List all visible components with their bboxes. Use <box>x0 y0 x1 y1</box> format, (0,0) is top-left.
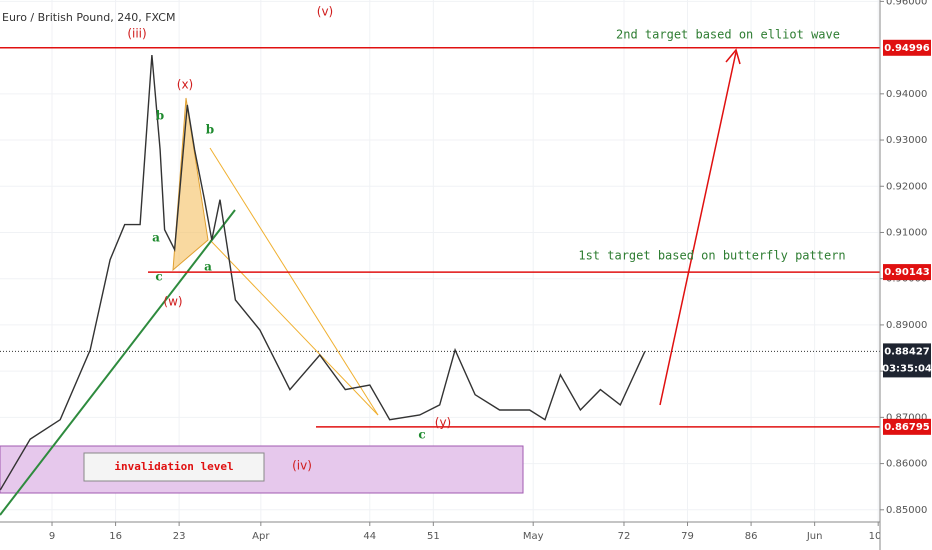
level-label: 0.94996 <box>884 43 930 54</box>
level-tag <box>883 264 931 281</box>
x-tick-label: 44 <box>363 531 376 542</box>
wave-label: c <box>418 428 425 442</box>
wave-label: (iv) <box>292 459 312 473</box>
axis: 0.850000.860000.870000.880000.890000.900… <box>880 0 932 516</box>
y-tick-label: 0.89000 <box>886 320 927 331</box>
wave-label: a <box>204 260 212 274</box>
wave-label: c <box>155 270 162 284</box>
x-tick-label: 51 <box>427 531 440 542</box>
x-tick-label: 79 <box>681 531 694 542</box>
x-tick-label: 72 <box>618 531 631 542</box>
marks: 9 16 23 Apr 44 51 May 72 79 86 Jun 100 <box>0 47 888 542</box>
wave-label: (x) <box>177 78 193 92</box>
x-tick-label: Apr <box>252 531 270 542</box>
wedge-line <box>209 147 379 416</box>
wedge-line <box>209 239 379 416</box>
wave-label: (v) <box>317 5 333 19</box>
wave-label: (y) <box>435 416 451 430</box>
y-tick-label: 0.86000 <box>886 459 927 470</box>
x-tick-label: May <box>523 531 544 542</box>
level-label: 0.86795 <box>884 422 930 433</box>
arrow-head <box>725 48 741 65</box>
invalidation-label: invalidation level <box>114 460 233 473</box>
y-tick-label: 0.92000 <box>886 181 927 192</box>
wave-label: (w) <box>163 295 182 309</box>
chart-title: Euro / British Pound, 240, FXCM <box>2 11 175 24</box>
countdown: 03:35:04 <box>882 363 932 374</box>
x-tick-label: 9 <box>49 531 55 542</box>
invalidation-box <box>83 452 265 482</box>
x-tick-label: 23 <box>173 531 186 542</box>
trendline <box>0 209 236 516</box>
pattern-triangle <box>172 97 209 272</box>
level-label: 0.90143 <box>884 267 930 278</box>
x-tick-label: 100 <box>869 531 888 542</box>
wave-label: (iii) <box>127 27 146 41</box>
price-line <box>0 54 646 491</box>
last-price-label: 0.88427 <box>884 346 930 357</box>
last-price-tag <box>883 343 931 378</box>
y-tick-label: 0.93000 <box>886 135 927 146</box>
target-note: 1st target based on butterfly pattern <box>578 249 845 263</box>
y-tick-label: 0.85000 <box>886 505 927 516</box>
y-tick-label: 0.94000 <box>886 89 927 100</box>
wave-label: b <box>156 109 164 123</box>
target-arrow <box>659 51 737 406</box>
wave-label: b <box>206 123 214 137</box>
level-tag <box>883 418 931 435</box>
level-tag <box>883 39 931 56</box>
y-tick-label: 0.91000 <box>886 227 927 238</box>
x-tick-label: 86 <box>745 531 758 542</box>
x-tick-label: Jun <box>806 531 823 542</box>
target-note: 2nd target based on elliot wave <box>616 28 840 42</box>
x-tick-label: 16 <box>109 531 122 542</box>
y-tick-label: 0.87000 <box>886 412 927 423</box>
wave-label: a <box>152 231 160 245</box>
y-tick-label: 0.96000 <box>886 0 927 7</box>
